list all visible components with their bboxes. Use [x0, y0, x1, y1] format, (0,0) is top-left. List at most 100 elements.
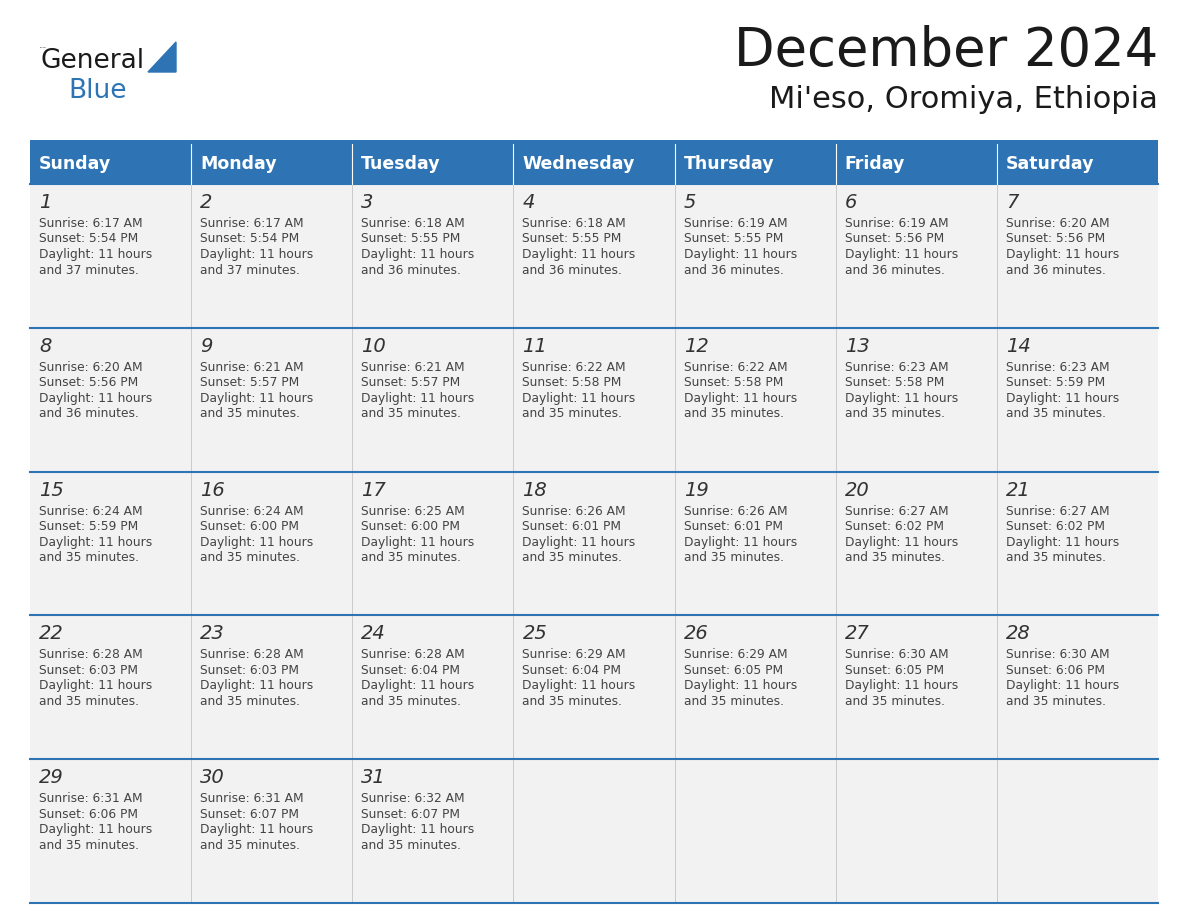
Text: Sunrise: 6:30 AM: Sunrise: 6:30 AM [1006, 648, 1110, 661]
Bar [997, 759, 1158, 903]
Text: and 35 minutes.: and 35 minutes. [200, 551, 301, 564]
Text: and 35 minutes.: and 35 minutes. [845, 408, 944, 420]
Bar [513, 759, 675, 903]
Bar [675, 184, 835, 328]
Bar [353, 759, 513, 903]
Bar [191, 759, 353, 903]
Text: Sunrise: 6:28 AM: Sunrise: 6:28 AM [200, 648, 304, 661]
Text: Daylight: 11 hours: Daylight: 11 hours [361, 248, 474, 261]
Text: Friday: Friday [845, 155, 905, 173]
Bar [835, 184, 997, 328]
Bar [353, 615, 513, 759]
Text: Sunset: 6:05 PM: Sunset: 6:05 PM [845, 664, 943, 677]
Bar [191, 184, 353, 328]
Bar [675, 144, 835, 184]
Text: Sunset: 6:01 PM: Sunset: 6:01 PM [523, 521, 621, 533]
Bar [30, 184, 191, 328]
Text: 12: 12 [683, 337, 708, 356]
Bar [30, 140, 1158, 144]
Text: and 35 minutes.: and 35 minutes. [523, 408, 623, 420]
Text: Daylight: 11 hours: Daylight: 11 hours [845, 535, 958, 549]
Bar [675, 759, 835, 903]
Text: Daylight: 11 hours: Daylight: 11 hours [1006, 535, 1119, 549]
Text: Daylight: 11 hours: Daylight: 11 hours [845, 248, 958, 261]
Text: Blue: Blue [68, 78, 126, 104]
Text: Sunrise: 6:28 AM: Sunrise: 6:28 AM [39, 648, 143, 661]
Text: Daylight: 11 hours: Daylight: 11 hours [39, 535, 152, 549]
Text: Sunrise: 6:20 AM: Sunrise: 6:20 AM [39, 361, 143, 374]
Text: and 35 minutes.: and 35 minutes. [39, 551, 139, 564]
Text: Daylight: 11 hours: Daylight: 11 hours [39, 679, 152, 692]
Text: 14: 14 [1006, 337, 1031, 356]
Text: Thursday: Thursday [683, 155, 775, 173]
Bar [353, 184, 513, 328]
Text: Sunrise: 6:27 AM: Sunrise: 6:27 AM [1006, 505, 1110, 518]
Text: 25: 25 [523, 624, 548, 644]
Text: Daylight: 11 hours: Daylight: 11 hours [523, 535, 636, 549]
Bar [30, 759, 191, 903]
Text: Daylight: 11 hours: Daylight: 11 hours [39, 392, 152, 405]
Text: and 35 minutes.: and 35 minutes. [1006, 551, 1106, 564]
Text: December: December [40, 47, 48, 48]
Bar [30, 472, 191, 615]
Text: 16: 16 [200, 481, 225, 499]
Text: Sunrise: 6:23 AM: Sunrise: 6:23 AM [1006, 361, 1110, 374]
Text: Sunrise: 6:17 AM: Sunrise: 6:17 AM [39, 217, 143, 230]
Text: and 35 minutes.: and 35 minutes. [361, 551, 461, 564]
Text: Sunset: 5:57 PM: Sunset: 5:57 PM [200, 376, 299, 389]
Text: Daylight: 11 hours: Daylight: 11 hours [1006, 679, 1119, 692]
Text: Daylight: 11 hours: Daylight: 11 hours [361, 392, 474, 405]
Text: Sunrise: 6:25 AM: Sunrise: 6:25 AM [361, 505, 465, 518]
Bar [513, 184, 675, 328]
Text: Daylight: 11 hours: Daylight: 11 hours [361, 535, 474, 549]
Bar [997, 615, 1158, 759]
Text: Sunrise: 6:28 AM: Sunrise: 6:28 AM [361, 648, 465, 661]
Text: Sunset: 6:06 PM: Sunset: 6:06 PM [39, 808, 138, 821]
Text: Sunset: 5:56 PM: Sunset: 5:56 PM [39, 376, 138, 389]
Text: Sunset: 6:00 PM: Sunset: 6:00 PM [361, 521, 460, 533]
Text: 26: 26 [683, 624, 708, 644]
Text: Saturday: Saturday [1006, 155, 1094, 173]
Text: Sunrise: 6:18 AM: Sunrise: 6:18 AM [361, 217, 465, 230]
Text: Sunrise: 6:19 AM: Sunrise: 6:19 AM [845, 217, 948, 230]
Text: and 36 minutes.: and 36 minutes. [523, 263, 623, 276]
Text: 6: 6 [845, 193, 857, 212]
Text: 27: 27 [845, 624, 870, 644]
Bar [835, 759, 997, 903]
Text: 15: 15 [39, 481, 64, 499]
Bar [835, 144, 997, 184]
Bar [997, 144, 1158, 184]
Text: Sunset: 5:56 PM: Sunset: 5:56 PM [1006, 232, 1105, 245]
Bar [191, 328, 353, 472]
Text: and 35 minutes.: and 35 minutes. [523, 695, 623, 708]
Text: Sunset: 5:58 PM: Sunset: 5:58 PM [523, 376, 621, 389]
Text: Daylight: 11 hours: Daylight: 11 hours [683, 248, 797, 261]
Bar [30, 615, 191, 759]
Bar [675, 472, 835, 615]
Text: Sunset: 6:04 PM: Sunset: 6:04 PM [361, 664, 460, 677]
Text: Daylight: 11 hours: Daylight: 11 hours [200, 679, 314, 692]
Text: and 35 minutes.: and 35 minutes. [1006, 695, 1106, 708]
Text: Sunset: 6:06 PM: Sunset: 6:06 PM [1006, 664, 1105, 677]
Text: Sunset: 6:01 PM: Sunset: 6:01 PM [683, 521, 783, 533]
Text: 4: 4 [523, 193, 535, 212]
Text: 5: 5 [683, 193, 696, 212]
Bar [835, 472, 997, 615]
Text: Daylight: 11 hours: Daylight: 11 hours [523, 248, 636, 261]
Bar [513, 615, 675, 759]
Text: and 35 minutes.: and 35 minutes. [200, 695, 301, 708]
Text: Daylight: 11 hours: Daylight: 11 hours [200, 823, 314, 836]
Bar [997, 472, 1158, 615]
Text: 28: 28 [1006, 624, 1031, 644]
Text: Sunset: 5:54 PM: Sunset: 5:54 PM [39, 232, 138, 245]
Text: 20: 20 [845, 481, 870, 499]
Text: 31: 31 [361, 768, 386, 788]
Text: Daylight: 11 hours: Daylight: 11 hours [200, 392, 314, 405]
Text: Daylight: 11 hours: Daylight: 11 hours [845, 679, 958, 692]
Text: and 35 minutes.: and 35 minutes. [39, 839, 139, 852]
Text: Sunrise: 6:19 AM: Sunrise: 6:19 AM [683, 217, 788, 230]
Text: Sunrise: 6:30 AM: Sunrise: 6:30 AM [845, 648, 948, 661]
Text: Sunrise: 6:20 AM: Sunrise: 6:20 AM [1006, 217, 1110, 230]
Text: 10: 10 [361, 337, 386, 356]
Text: 23: 23 [200, 624, 225, 644]
